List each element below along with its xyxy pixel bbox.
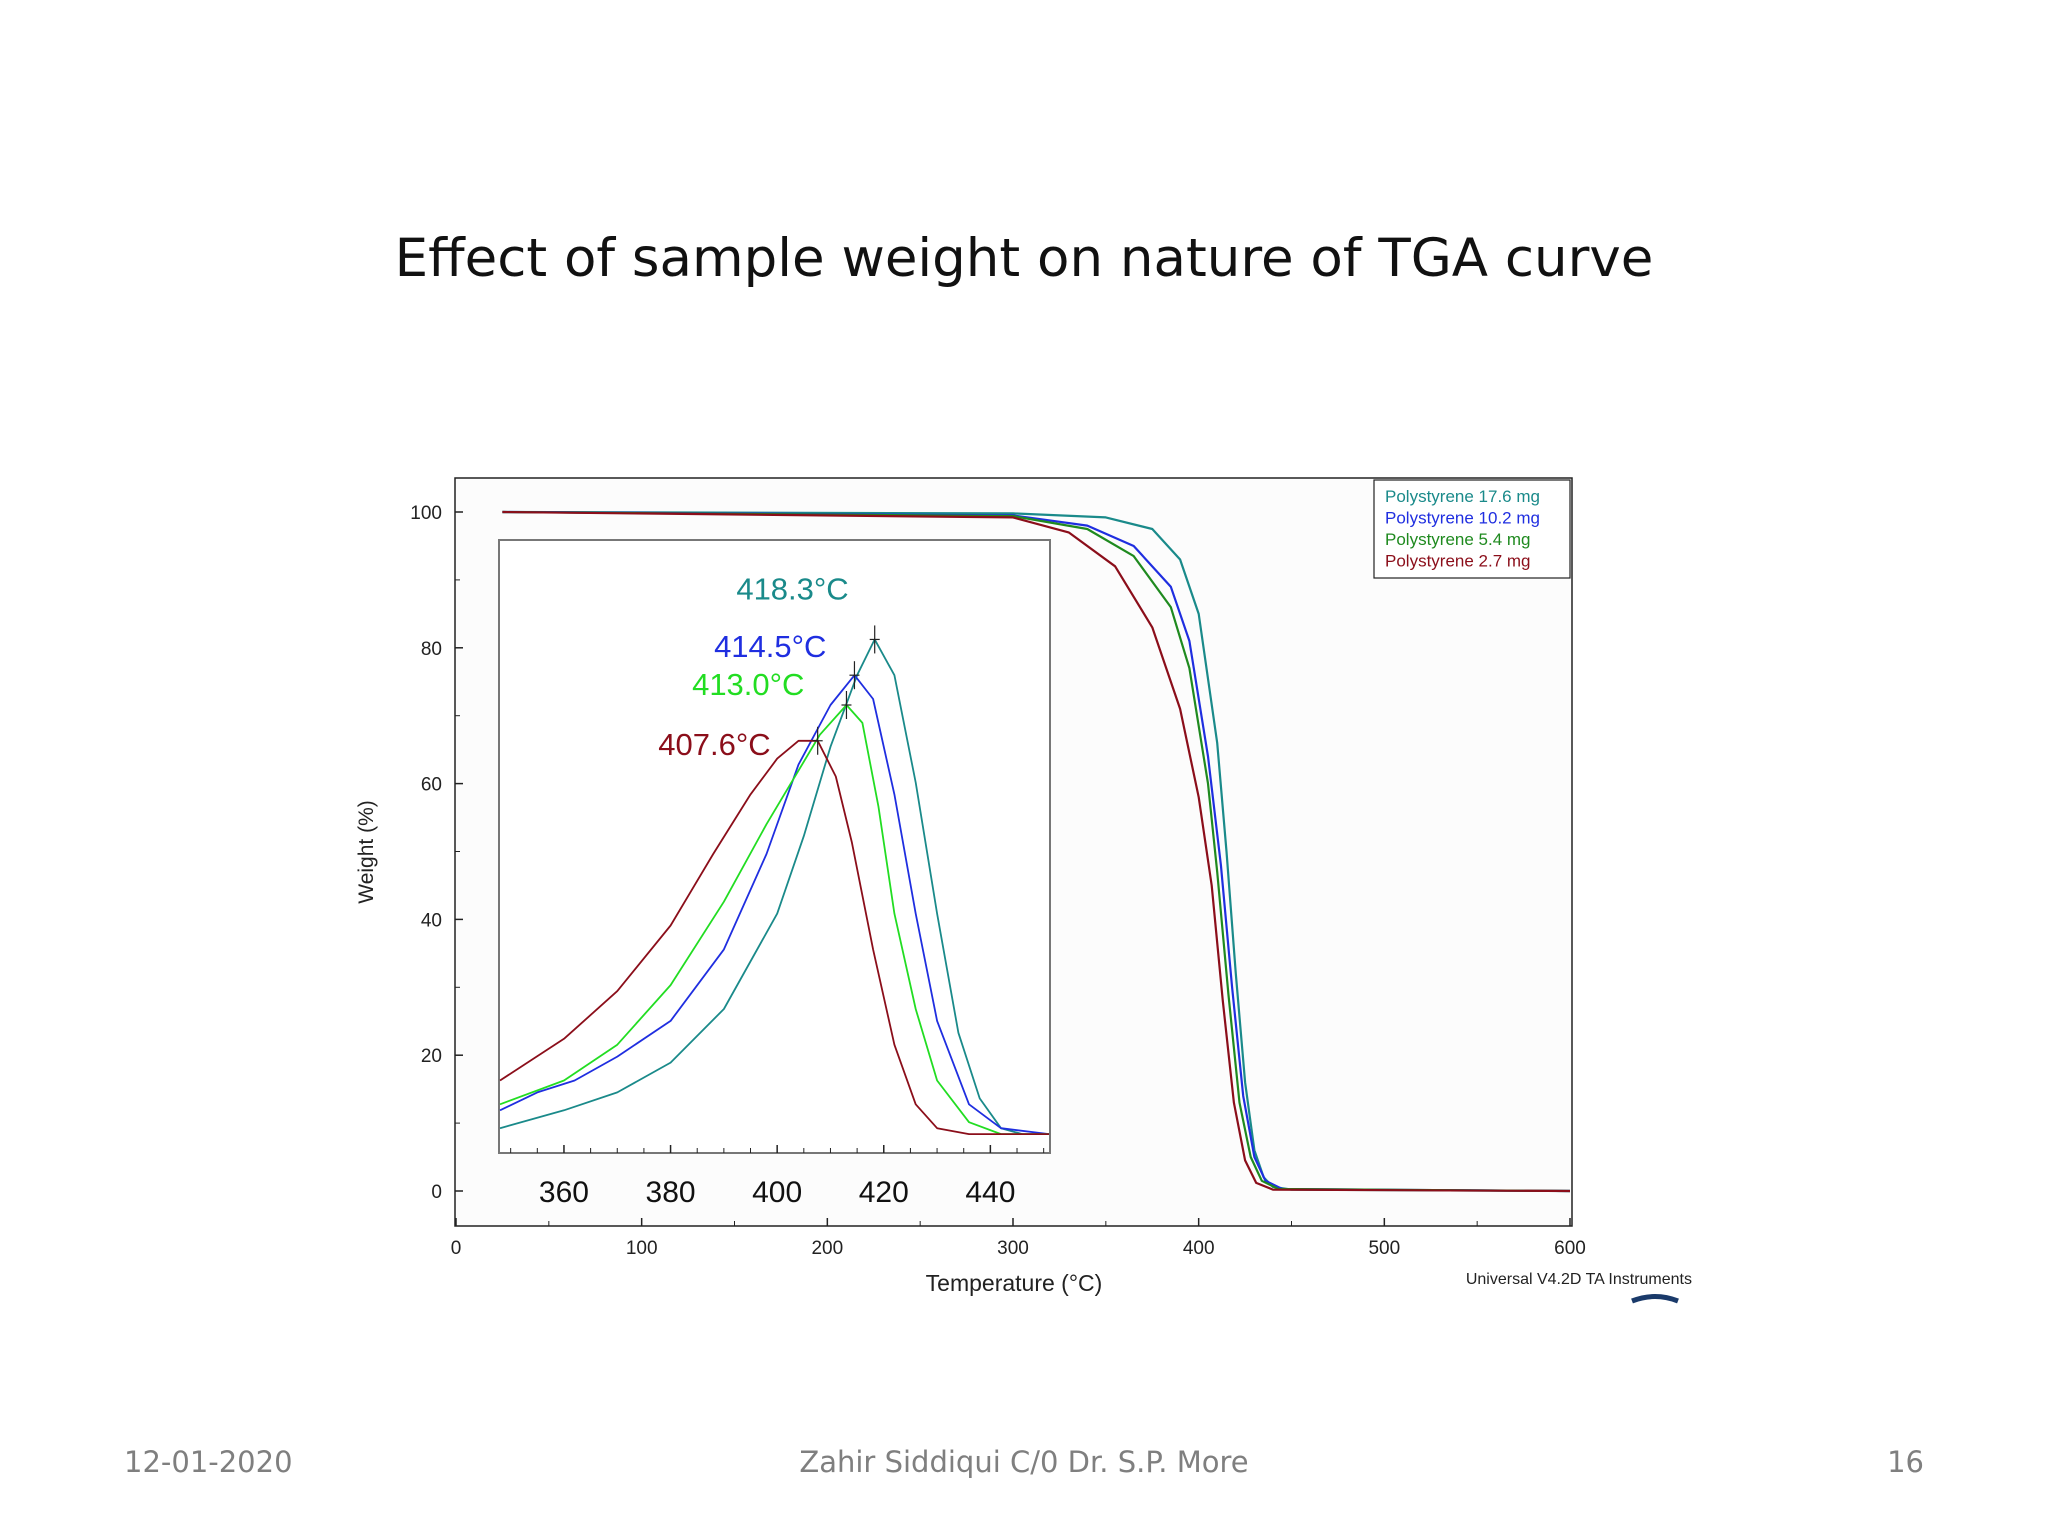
y-tick-label: 20: [421, 1046, 442, 1067]
y-axis-label: Weight (%): [355, 800, 378, 903]
page-number: 16: [1887, 1445, 1924, 1479]
inset-x-tick-label: 400: [752, 1176, 802, 1209]
x-tick-label: 200: [811, 1238, 843, 1259]
inset-x-tick-label: 360: [539, 1176, 589, 1209]
x-tick-label: 300: [997, 1238, 1029, 1259]
peak-temperature-label: 418.3°C: [736, 571, 848, 606]
peak-temperature-label: 407.6°C: [658, 727, 770, 762]
inset-x-tick-label: 440: [965, 1176, 1015, 1209]
legend-box: [1373, 479, 1571, 579]
slide-title: Effect of sample weight on nature of TGA…: [394, 228, 1654, 289]
y-tick-label: 40: [421, 910, 442, 931]
dtg-series-line: [499, 674, 1050, 1135]
tga-series-line: [502, 510, 1571, 1193]
x-tick-label: 600: [1554, 1238, 1586, 1259]
tga-series-line: [502, 510, 1571, 1193]
legend-entry: Polystyrene 2.7 mg: [1385, 552, 1531, 571]
legend-entry: Polystyrene 17.6 mg: [1385, 487, 1540, 506]
x-tick-label: 400: [1183, 1238, 1215, 1259]
x-tick-label: 0: [451, 1238, 462, 1259]
software-credit: Universal V4.2D TA Instruments: [1466, 1271, 1692, 1288]
inset-frame: [498, 539, 1051, 1154]
footer-date: 12-01-2020: [124, 1445, 293, 1479]
legend: Polystyrene 17.6 mg Polystyrene 10.2 mg Po…: [1373, 479, 1571, 579]
inset-x-tick-label: 420: [859, 1176, 909, 1209]
ta-logo-icon: [1631, 1294, 1679, 1304]
peak-temperature-label: 414.5°C: [714, 629, 826, 664]
y-tick-label: 60: [421, 775, 442, 796]
y-tick-label: 100: [410, 503, 442, 524]
tga-series-line: [502, 510, 1571, 1193]
y-tick-label: 80: [421, 639, 442, 660]
peak-temperature-label: 413.0°C: [692, 667, 804, 702]
legend-entry: Polystyrene 10.2 mg: [1385, 509, 1540, 528]
legend-entry: Polystyrene 5.4 mg: [1385, 530, 1531, 549]
y-tick-label: 0: [431, 1182, 442, 1203]
x-tick-label: 100: [626, 1238, 658, 1259]
x-axis-label: Temperature (°C): [926, 1270, 1103, 1296]
dtg-series-line: [499, 638, 1049, 1135]
x-tick-label: 500: [1368, 1238, 1400, 1259]
footer-author: Zahir Siddiqui C/0 Dr. S.P. More: [799, 1445, 1249, 1479]
inset-x-tick-label: 380: [646, 1176, 696, 1209]
